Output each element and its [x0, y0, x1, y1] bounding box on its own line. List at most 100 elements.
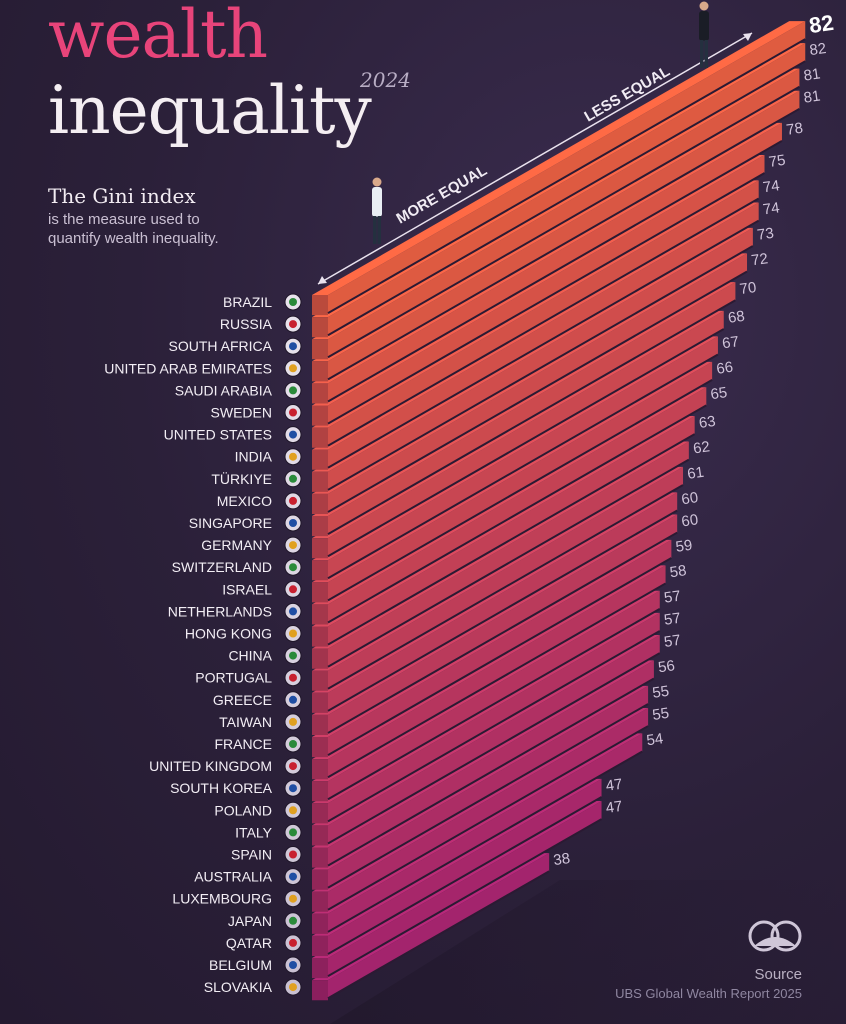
bar-separator [327, 458, 690, 668]
bar-separator [327, 379, 713, 602]
scale-arrow-left-icon [318, 276, 327, 284]
bar-front-face [312, 869, 328, 890]
gini-description: is the measure used to quantify wealth i… [48, 211, 219, 247]
bar-value-label: 59 [675, 537, 694, 556]
bar-side-face [328, 707, 649, 910]
country-label: JAPAN [228, 913, 272, 929]
qatar-flag-icon [284, 934, 302, 952]
bar-separator [327, 328, 725, 558]
bar-separator [327, 85, 800, 359]
bar-front-face [312, 471, 328, 492]
bar-side-face [328, 336, 718, 579]
bar-side-face [328, 853, 550, 999]
bar-value-label: 72 [750, 250, 769, 269]
bar-value-label: 57 [663, 588, 682, 607]
year-label: 2024 [360, 68, 411, 92]
bar-front-face [312, 626, 328, 647]
bar-front-face [312, 935, 328, 956]
france-flag-icon [284, 735, 302, 753]
india-flag-icon [284, 448, 302, 466]
singapore-flag-icon [284, 514, 302, 532]
country-label: SOUTH AFRICA [169, 338, 273, 354]
brand-logo-icon [748, 920, 802, 952]
country-label: GERMANY [201, 537, 272, 553]
country-label: PORTUGAL [195, 670, 272, 686]
bar-front-face [312, 449, 328, 470]
germany-flag-icon [284, 536, 302, 554]
bar-front-face [312, 692, 328, 713]
bar-front-face [312, 913, 328, 934]
source-text: UBS Global Wealth Report 2025 [615, 986, 802, 1001]
bar-separator [327, 353, 719, 580]
bar-separator [327, 870, 550, 1000]
bar-side-face [328, 310, 724, 557]
bar-value-label: 74 [762, 177, 781, 196]
country-label: SLOVAKIA [204, 979, 273, 995]
bar-top-face [312, 21, 806, 295]
bar-value-label: 74 [762, 199, 781, 218]
bar-separator [327, 270, 748, 513]
person-less-equal-icon [699, 1, 709, 68]
bar-separator [327, 484, 684, 690]
scale-arrow-line [317, 32, 753, 285]
bar-side-face [328, 612, 660, 822]
brazil-flag-icon [284, 293, 302, 311]
country-label: RUSSIA [220, 316, 273, 332]
bar-value-label: 54 [645, 730, 664, 749]
bar-separator [327, 60, 806, 337]
bar-front-face [312, 493, 328, 514]
south-korea-flag-icon [284, 779, 302, 797]
country-label: AUSTRALIA [194, 869, 272, 885]
bar-separator [327, 608, 661, 801]
bar-front-face [312, 560, 328, 581]
bar-front-face [312, 891, 328, 912]
russia-flag-icon [284, 315, 302, 333]
bar-separator [327, 703, 649, 889]
bar-side-face [328, 361, 713, 601]
bar-separator [327, 38, 806, 314]
bar-side-face [328, 21, 806, 314]
bar-value-label: 66 [715, 359, 734, 378]
bar-row-brazil [312, 21, 806, 316]
bar-front-face [312, 759, 328, 780]
belgium-flag-icon [284, 956, 302, 974]
bar-value-label: 60 [680, 511, 699, 530]
bar-front-face [312, 339, 328, 360]
bar-side-face [328, 180, 759, 446]
bar-front-face [312, 980, 328, 1001]
country-label: CHINA [228, 648, 272, 664]
title-line-2: inequality [48, 72, 372, 149]
title-line-1: wealth [48, 0, 268, 73]
bar-value-label: 75 [768, 152, 787, 171]
united-kingdom-flag-icon [284, 757, 302, 775]
uae-flag-icon [284, 359, 302, 377]
country-label: UNITED ARAB EMIRATES [104, 360, 272, 376]
country-label: FRANCE [214, 736, 272, 752]
bar-side-face [328, 466, 684, 689]
bar-front-face [312, 648, 328, 669]
netherlands-flag-icon [284, 602, 302, 620]
bar-side-face [328, 514, 678, 733]
bar-value-label: 57 [663, 610, 682, 629]
bar-separator [327, 818, 603, 977]
bar-value-label: 55 [651, 705, 670, 724]
country-label: BRAZIL [223, 294, 272, 310]
bar-separator [327, 652, 661, 845]
saudi-arabia-flag-icon [284, 381, 302, 399]
country-label: LUXEMBOURG [172, 891, 272, 907]
bar-value-label: 61 [686, 464, 705, 483]
bar-front-face [312, 825, 328, 846]
bar-value-label: 82 [807, 10, 835, 38]
country-label: NETHERLANDS [168, 603, 272, 619]
bar-value-label: 78 [785, 120, 804, 139]
country-label: TAIWAN [219, 714, 272, 730]
bar-value-label: 62 [692, 438, 711, 457]
spain-flag-icon [284, 846, 302, 863]
bar-front-face [312, 670, 328, 691]
bar-value-label: 63 [698, 413, 717, 432]
bar-side-face [328, 492, 678, 711]
country-label: SPAIN [231, 847, 272, 863]
country-label: BELGIUM [209, 957, 272, 973]
country-label: UNITED STATES [164, 427, 272, 443]
